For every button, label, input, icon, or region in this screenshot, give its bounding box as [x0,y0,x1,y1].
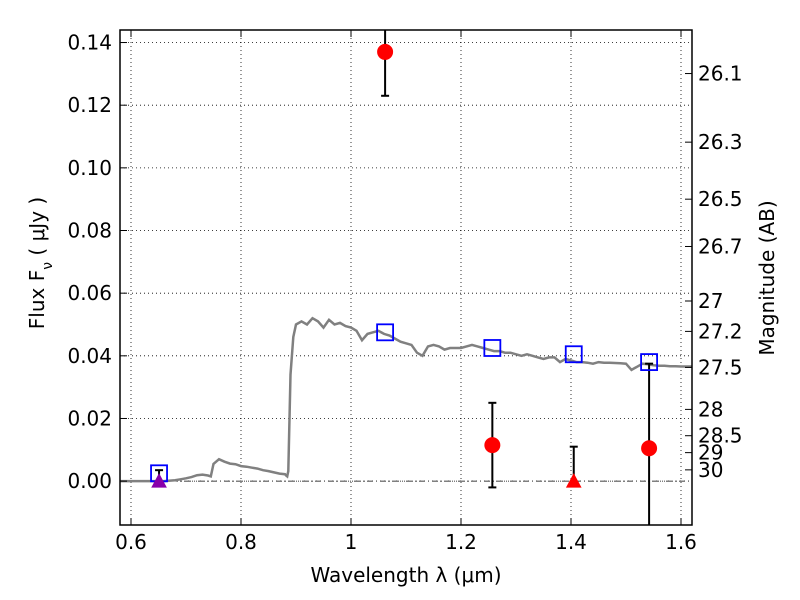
upper-limit-triangle [151,473,167,488]
magnitude-tick-label: 27.5 [698,355,743,379]
magnitude-tick-label: 27 [698,289,723,313]
model-photometry-square [483,339,502,357]
magnitude-tick-label: 28 [698,397,723,421]
model-photometry-square [564,345,583,364]
y-axis-label-main: Flux F [25,270,49,329]
y-axis-label: Flux Fν ( μJy ) [25,197,56,329]
x-tick-label: 1 [345,530,358,554]
x-tick-label: 1.4 [555,530,587,554]
magnitude-tick-label: 30 [698,458,723,482]
detection-point [484,437,501,454]
y-tick-label: 0.08 [67,219,112,243]
magnitude-tick-label: 26.7 [698,234,743,258]
model-photometry-square [640,353,658,371]
magnitude-tick-label: 29 [698,441,723,465]
magnitude-tick-label: 26.5 [698,187,743,211]
magnitude-tick-label: 26.1 [698,62,743,86]
x-tick-label: 1.2 [445,530,477,554]
model-sed-line [120,316,692,483]
detection-point [377,43,394,60]
magnitude-tick-label: 28.5 [698,424,743,448]
model-sed-layer [120,316,692,483]
y-tick-label: 0.06 [67,281,112,305]
model-photometry-square [376,323,395,342]
y-tick-label: 0.00 [67,469,112,493]
y-axis-label-unit: ( μJy ) [25,197,49,262]
y-axis-label-sub: ν [40,262,56,270]
y-tick-label: 0.10 [67,156,112,180]
grid-lines [120,30,692,525]
y-tick-label: 0.12 [67,93,112,117]
x-tick-label: 0.8 [225,530,257,554]
y-tick-label: 0.02 [67,406,112,430]
magnitude-tick-label: 27.2 [698,319,743,343]
x-tick-label: 1.6 [665,530,697,554]
plot-frame [119,29,693,526]
detection-point [641,440,658,457]
magnitude-tick-label: 26.3 [698,130,743,154]
x-tick-labels: 0.6 0.8 1 1.2 1.4 1.6 [115,530,697,554]
x-tick-label: 0.6 [115,530,147,554]
x-axis-label: Wavelength λ (μm) [310,563,501,587]
y-tick-labels: 0.00 0.02 0.04 0.06 0.08 0.10 0.12 0.14 [67,31,112,494]
y-tick-label: 0.14 [67,31,112,55]
data-markers [150,43,658,488]
y-tick-label: 0.04 [67,344,112,368]
upper-limit-triangle [565,473,582,488]
axis-ticks [120,30,692,525]
y2-axis-label: Magnitude (AB) [755,200,779,355]
